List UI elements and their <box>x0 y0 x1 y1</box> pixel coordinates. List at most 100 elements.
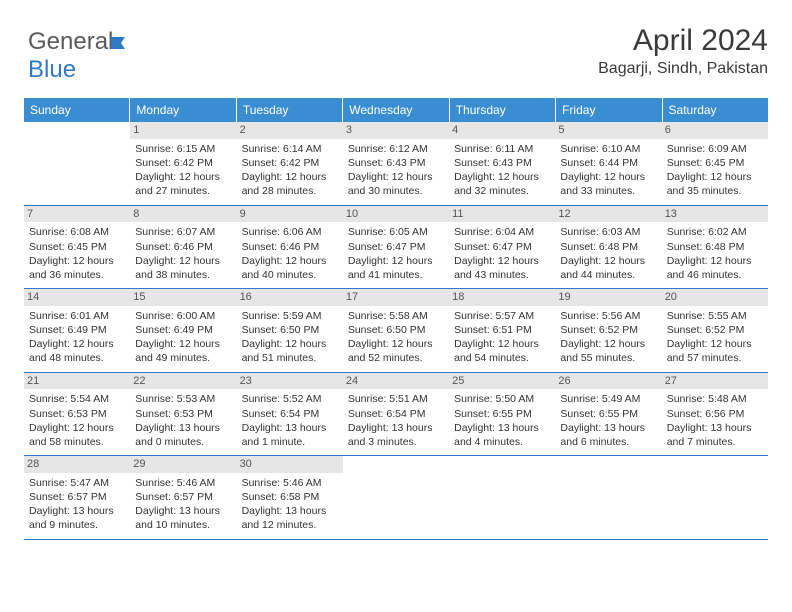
sunrise-text: Sunrise: 6:05 AM <box>348 225 444 239</box>
day-cell: 15Sunrise: 6:00 AMSunset: 6:49 PMDayligh… <box>130 289 236 372</box>
day-info: Sunrise: 6:10 AMSunset: 6:44 PMDaylight:… <box>560 142 656 199</box>
sunrise-text: Sunrise: 5:50 AM <box>454 392 550 406</box>
sunrise-text: Sunrise: 6:03 AM <box>560 225 656 239</box>
daylight-text: Daylight: 12 hours and 55 minutes. <box>560 337 656 365</box>
day-info: Sunrise: 6:06 AMSunset: 6:46 PMDaylight:… <box>242 225 338 282</box>
sunset-text: Sunset: 6:42 PM <box>242 156 338 170</box>
daylight-text: Daylight: 12 hours and 57 minutes. <box>667 337 763 365</box>
day-info: Sunrise: 5:57 AMSunset: 6:51 PMDaylight:… <box>454 309 550 366</box>
sunset-text: Sunset: 6:57 PM <box>135 490 231 504</box>
daylight-text: Daylight: 12 hours and 36 minutes. <box>29 254 125 282</box>
daylight-text: Daylight: 12 hours and 28 minutes. <box>242 170 338 198</box>
day-info: Sunrise: 6:12 AMSunset: 6:43 PMDaylight:… <box>348 142 444 199</box>
daylight-text: Daylight: 12 hours and 44 minutes. <box>560 254 656 282</box>
daylight-text: Daylight: 12 hours and 30 minutes. <box>348 170 444 198</box>
sunset-text: Sunset: 6:55 PM <box>454 407 550 421</box>
day-number: 30 <box>237 456 343 473</box>
daylight-text: Daylight: 12 hours and 48 minutes. <box>29 337 125 365</box>
sunrise-text: Sunrise: 5:59 AM <box>242 309 338 323</box>
sunrise-text: Sunrise: 5:52 AM <box>242 392 338 406</box>
sunrise-text: Sunrise: 6:09 AM <box>667 142 763 156</box>
page-title: April 2024 <box>598 24 768 58</box>
day-header-tuesday: Tuesday <box>237 98 343 122</box>
daylight-text: Daylight: 12 hours and 58 minutes. <box>29 421 125 449</box>
day-cell: 25Sunrise: 5:50 AMSunset: 6:55 PMDayligh… <box>449 373 555 456</box>
logo-text-2: Blue <box>28 56 76 83</box>
day-cell: 2Sunrise: 6:14 AMSunset: 6:42 PMDaylight… <box>237 122 343 205</box>
week-row: 21Sunrise: 5:54 AMSunset: 6:53 PMDayligh… <box>24 373 768 457</box>
sunrise-text: Sunrise: 5:57 AM <box>454 309 550 323</box>
daylight-text: Daylight: 12 hours and 41 minutes. <box>348 254 444 282</box>
daylight-text: Daylight: 12 hours and 49 minutes. <box>135 337 231 365</box>
day-info: Sunrise: 6:01 AMSunset: 6:49 PMDaylight:… <box>29 309 125 366</box>
sunset-text: Sunset: 6:45 PM <box>667 156 763 170</box>
day-number: 20 <box>662 289 768 306</box>
day-number: 1 <box>130 122 236 139</box>
sunrise-text: Sunrise: 6:12 AM <box>348 142 444 156</box>
day-cell: 26Sunrise: 5:49 AMSunset: 6:55 PMDayligh… <box>555 373 661 456</box>
day-cell: 21Sunrise: 5:54 AMSunset: 6:53 PMDayligh… <box>24 373 130 456</box>
day-cell: 29Sunrise: 5:46 AMSunset: 6:57 PMDayligh… <box>130 456 236 539</box>
day-info: Sunrise: 6:08 AMSunset: 6:45 PMDaylight:… <box>29 225 125 282</box>
day-info: Sunrise: 6:14 AMSunset: 6:42 PMDaylight:… <box>242 142 338 199</box>
day-number: 10 <box>343 206 449 223</box>
day-number: 16 <box>237 289 343 306</box>
sunset-text: Sunset: 6:43 PM <box>348 156 444 170</box>
day-info: Sunrise: 6:15 AMSunset: 6:42 PMDaylight:… <box>135 142 231 199</box>
sunrise-text: Sunrise: 5:56 AM <box>560 309 656 323</box>
day-cell: 6 Sunrise: 6:09 AMSunset: 6:45 PMDaylight… <box>662 122 768 205</box>
day-cell: 5 Sunrise: 6:10 AMSunset: 6:44 PMDaylight… <box>555 122 661 205</box>
day-number: 5 <box>555 122 661 139</box>
day-info: Sunrise: 6:04 AMSunset: 6:47 PMDaylight:… <box>454 225 550 282</box>
day-number: 11 <box>449 206 555 223</box>
sunrise-text: Sunrise: 5:46 AM <box>135 476 231 490</box>
day-info: Sunrise: 5:49 AMSunset: 6:55 PMDaylight:… <box>560 392 656 449</box>
day-number: 3 <box>343 122 449 139</box>
daylight-text: Daylight: 12 hours and 46 minutes. <box>667 254 763 282</box>
daylight-text: Daylight: 12 hours and 51 minutes. <box>242 337 338 365</box>
day-cell: 22Sunrise: 5:53 AMSunset: 6:53 PMDayligh… <box>130 373 236 456</box>
sunset-text: Sunset: 6:53 PM <box>135 407 231 421</box>
day-number: 9 <box>237 206 343 223</box>
sunrise-text: Sunrise: 5:55 AM <box>667 309 763 323</box>
logo-text-1: General <box>28 28 113 55</box>
day-cell: 18Sunrise: 5:57 AMSunset: 6:51 PMDayligh… <box>449 289 555 372</box>
daylight-text: Daylight: 12 hours and 54 minutes. <box>454 337 550 365</box>
sunrise-text: Sunrise: 6:04 AM <box>454 225 550 239</box>
day-number: 28 <box>24 456 130 473</box>
day-info: Sunrise: 5:50 AMSunset: 6:55 PMDaylight:… <box>454 392 550 449</box>
sunset-text: Sunset: 6:57 PM <box>29 490 125 504</box>
day-info: Sunrise: 5:46 AMSunset: 6:57 PMDaylight:… <box>135 476 231 533</box>
daylight-text: Daylight: 13 hours and 12 minutes. <box>242 504 338 532</box>
day-info: Sunrise: 5:52 AMSunset: 6:54 PMDaylight:… <box>242 392 338 449</box>
day-cell: 16Sunrise: 5:59 AMSunset: 6:50 PMDayligh… <box>237 289 343 372</box>
daylight-text: Daylight: 13 hours and 9 minutes. <box>29 504 125 532</box>
daylight-text: Daylight: 13 hours and 3 minutes. <box>348 421 444 449</box>
sunset-text: Sunset: 6:49 PM <box>29 323 125 337</box>
day-cell: 28Sunrise: 5:47 AMSunset: 6:57 PMDayligh… <box>24 456 130 539</box>
sunset-text: Sunset: 6:45 PM <box>29 240 125 254</box>
day-info: Sunrise: 5:55 AMSunset: 6:52 PMDaylight:… <box>667 309 763 366</box>
daylight-text: Daylight: 13 hours and 6 minutes. <box>560 421 656 449</box>
day-cell: 19Sunrise: 5:56 AMSunset: 6:52 PMDayligh… <box>555 289 661 372</box>
daylight-text: Daylight: 12 hours and 35 minutes. <box>667 170 763 198</box>
sunrise-text: Sunrise: 5:58 AM <box>348 309 444 323</box>
sunrise-text: Sunrise: 6:08 AM <box>29 225 125 239</box>
sunset-text: Sunset: 6:54 PM <box>242 407 338 421</box>
sunset-text: Sunset: 6:50 PM <box>348 323 444 337</box>
week-row: 1 Sunrise: 6:15 AMSunset: 6:42 PMDaylight… <box>24 122 768 206</box>
sunrise-text: Sunrise: 5:48 AM <box>667 392 763 406</box>
day-info: Sunrise: 5:48 AMSunset: 6:56 PMDaylight:… <box>667 392 763 449</box>
day-info: Sunrise: 5:58 AMSunset: 6:50 PMDaylight:… <box>348 309 444 366</box>
day-cell: 13Sunrise: 6:02 AMSunset: 6:48 PMDayligh… <box>662 206 768 289</box>
sunrise-text: Sunrise: 6:14 AM <box>242 142 338 156</box>
day-number: 6 <box>662 122 768 139</box>
day-header-wednesday: Wednesday <box>343 98 449 122</box>
daylight-text: Daylight: 13 hours and 1 minute. <box>242 421 338 449</box>
sunrise-text: Sunrise: 5:54 AM <box>29 392 125 406</box>
day-cell: 7Sunrise: 6:08 AMSunset: 6:45 PMDaylight… <box>24 206 130 289</box>
sunset-text: Sunset: 6:54 PM <box>348 407 444 421</box>
sunset-text: Sunset: 6:43 PM <box>454 156 550 170</box>
day-cell: 11 Sunrise: 6:04 AMSunset: 6:47 PMDayligh… <box>449 206 555 289</box>
day-number: 17 <box>343 289 449 306</box>
